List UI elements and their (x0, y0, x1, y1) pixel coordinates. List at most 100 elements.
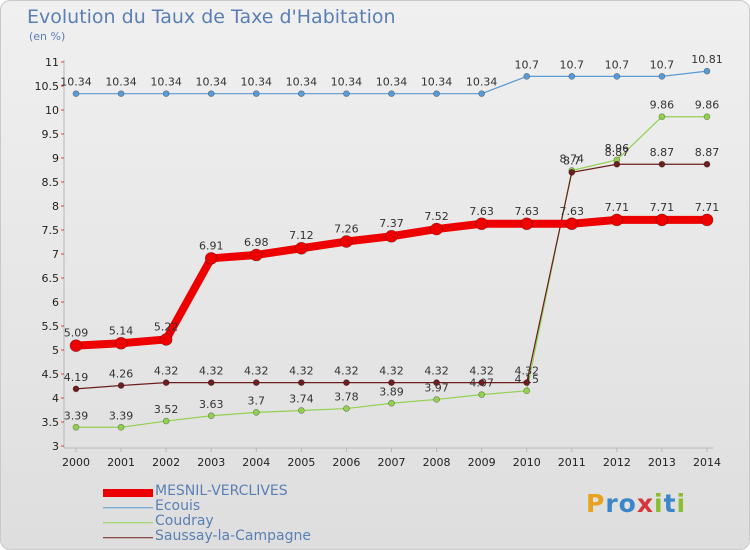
data-point (433, 396, 440, 403)
x-tick-label: 2006 (332, 456, 360, 469)
data-point (298, 407, 305, 414)
data-label: 8.87 (605, 146, 630, 159)
data-label: 7.26 (334, 223, 359, 236)
x-tick-label: 2009 (468, 456, 496, 469)
data-label: 7.12 (289, 229, 314, 242)
data-label: 3.39 (109, 409, 134, 422)
chart-subtitle: (en %) (29, 30, 66, 43)
data-point (295, 241, 308, 255)
data-point (703, 67, 711, 75)
legend-swatch (103, 536, 153, 539)
data-point (520, 217, 534, 231)
data-point (388, 90, 395, 98)
data-point (340, 235, 353, 248)
data-label: 10.34 (195, 76, 227, 89)
data-label: 8.87 (695, 146, 720, 159)
data-point (565, 217, 579, 231)
data-label: 10.34 (331, 76, 363, 89)
data-point (523, 387, 531, 395)
data-label: 10.34 (466, 76, 498, 89)
data-label: 10.34 (150, 76, 182, 89)
data-point (72, 385, 80, 393)
data-point (207, 90, 215, 98)
data-point (385, 229, 398, 243)
legend-label: MESNIL-VERCLIVES (155, 483, 288, 499)
data-point (159, 333, 173, 346)
x-tick-label: 2013 (648, 456, 676, 469)
x-tick-label: 2005 (287, 456, 315, 469)
data-label: 6.98 (244, 236, 269, 249)
data-point (523, 73, 531, 80)
data-label: 8.7 (563, 154, 581, 167)
logo-letter: o (618, 489, 637, 518)
data-label: 10.34 (376, 76, 408, 89)
y-tick-label: 10.5 (35, 80, 60, 93)
x-tick-label: 2014 (693, 456, 721, 469)
data-point (568, 73, 576, 80)
data-point (655, 213, 669, 227)
data-label: 4.32 (154, 365, 179, 378)
data-label: 10.34 (105, 76, 137, 89)
series-ecouis: 10.34 10.34 10.34 10.34 10.34 10.34 10.34 10.34… (60, 53, 723, 98)
data-point (658, 113, 666, 121)
data-label: 3.97 (424, 381, 449, 394)
data-point (204, 251, 218, 265)
y-tick-label: 11 (45, 56, 59, 69)
data-point (249, 248, 263, 262)
data-label: 5.22 (154, 320, 179, 333)
data-point (700, 213, 714, 227)
series-coudray: 3.393.393.523.633.73.743.783.893.974.074… (64, 99, 720, 431)
y-tick-label: 5.5 (42, 320, 60, 333)
y-tick-label: 9.5 (42, 128, 60, 141)
data-label: 3.89 (379, 385, 404, 398)
data-point (207, 412, 215, 420)
x-tick-label: 2002 (152, 456, 180, 469)
series-mesnil-verclives: 5.09 5.14 5.22 6.91 6.98 7.12 7.26 7.37 7.52 7.63… (64, 201, 720, 353)
data-label: 10.7 (560, 58, 585, 71)
series-saussay-la-campagne: 4.19 4.26 4.32 4.32 4.32 4.32 4.32 4.32 4.32 4.32… (64, 146, 720, 393)
data-label: 9.86 (695, 99, 720, 112)
data-point (117, 423, 125, 431)
data-label: 4.32 (424, 365, 449, 378)
y-tick-label: 3.5 (42, 416, 60, 429)
legend-label: Saussay-la-Campagne (155, 528, 311, 544)
data-label: 8.87 (650, 146, 675, 159)
x-tick-label: 2010 (513, 456, 541, 469)
data-label: 4.32 (514, 365, 539, 378)
data-label: 10.34 (286, 76, 318, 89)
data-point (613, 160, 621, 168)
data-label: 3.74 (289, 392, 314, 405)
y-tick-label: 6 (52, 296, 59, 309)
data-point (343, 379, 350, 386)
data-label: 7.71 (695, 201, 720, 214)
data-point (658, 73, 666, 80)
data-point (568, 169, 576, 176)
data-point (703, 160, 711, 168)
y-tick-label: 5 (52, 344, 59, 357)
data-label: 7.63 (560, 205, 585, 218)
y-tick-label: 4.5 (42, 368, 60, 381)
data-point (343, 405, 350, 412)
data-point (252, 379, 260, 386)
y-tick-label: 6.5 (42, 272, 60, 285)
data-point (72, 90, 80, 98)
data-label: 5.09 (64, 327, 89, 340)
data-label: 4.26 (109, 368, 134, 381)
chart-title: Evolution du Taux de Taxe d'Habitation (27, 6, 396, 28)
data-label: 6.91 (199, 239, 224, 252)
data-label: 3.52 (154, 403, 179, 416)
data-point (433, 90, 440, 98)
data-point (703, 113, 711, 121)
legend-swatch (103, 488, 153, 497)
data-point (430, 222, 443, 236)
x-tick-label: 2012 (603, 456, 631, 469)
data-point (162, 417, 170, 425)
data-point (388, 379, 395, 386)
data-point (207, 379, 215, 386)
data-point (478, 391, 485, 398)
y-tick-label: 10 (45, 104, 59, 117)
data-label: 10.7 (605, 58, 630, 71)
x-tick-label: 2000 (62, 456, 90, 469)
